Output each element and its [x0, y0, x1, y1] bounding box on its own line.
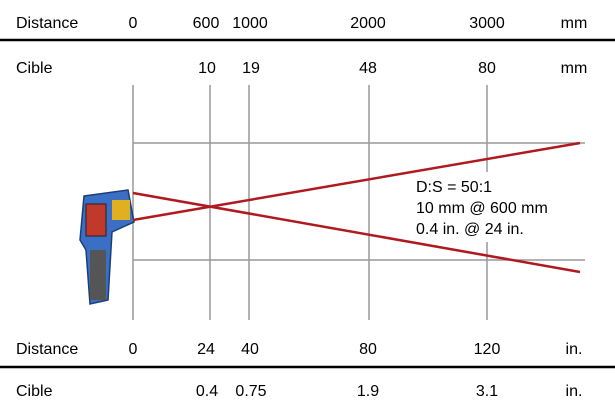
row-label: Cible: [16, 60, 53, 77]
row-value: 1000: [232, 15, 268, 32]
annotation-bg: [395, 172, 585, 242]
row-value: 120: [474, 341, 501, 358]
beam: [132, 141, 581, 274]
row-label: Cible: [16, 383, 53, 400]
row-unit: in.: [566, 341, 583, 358]
row-value: 10: [198, 60, 216, 77]
annotation: D:S = 50:1: [416, 179, 492, 196]
row-label: Distance: [16, 341, 78, 358]
device-label: [112, 200, 130, 220]
row-value: 24: [197, 341, 215, 358]
beam-line: [132, 141, 581, 222]
row-value: 40: [241, 341, 259, 358]
row-value: 0: [129, 15, 138, 32]
row-unit: in.: [566, 383, 583, 400]
row-value: 80: [359, 341, 377, 358]
row-label: Distance: [16, 15, 78, 32]
row-value: 3.1: [476, 383, 498, 400]
row-value: 0.4: [196, 383, 218, 400]
annotation: 10 mm @ 600 mm: [416, 200, 548, 217]
row-value: 48: [359, 60, 377, 77]
labels: Distance 0 600 1000 2000 3000 mm Cible 10 19 48 80 m…: [16, 15, 587, 400]
row-value: 2000: [350, 15, 386, 32]
row-value: 600: [193, 15, 220, 32]
row-unit: mm: [561, 60, 588, 77]
row-value: 80: [478, 60, 496, 77]
thermometer: [79, 189, 135, 305]
row-value: 0: [129, 341, 138, 358]
row-value: 3000: [469, 15, 505, 32]
device-screen: [85, 203, 107, 237]
annotation: 0.4 in. @ 24 in.: [416, 221, 524, 238]
device-grip: [90, 250, 106, 300]
row-value: 0.75: [235, 383, 266, 400]
row-unit: mm: [561, 15, 588, 32]
row-value: 1.9: [357, 383, 379, 400]
row-value: 19: [242, 60, 260, 77]
